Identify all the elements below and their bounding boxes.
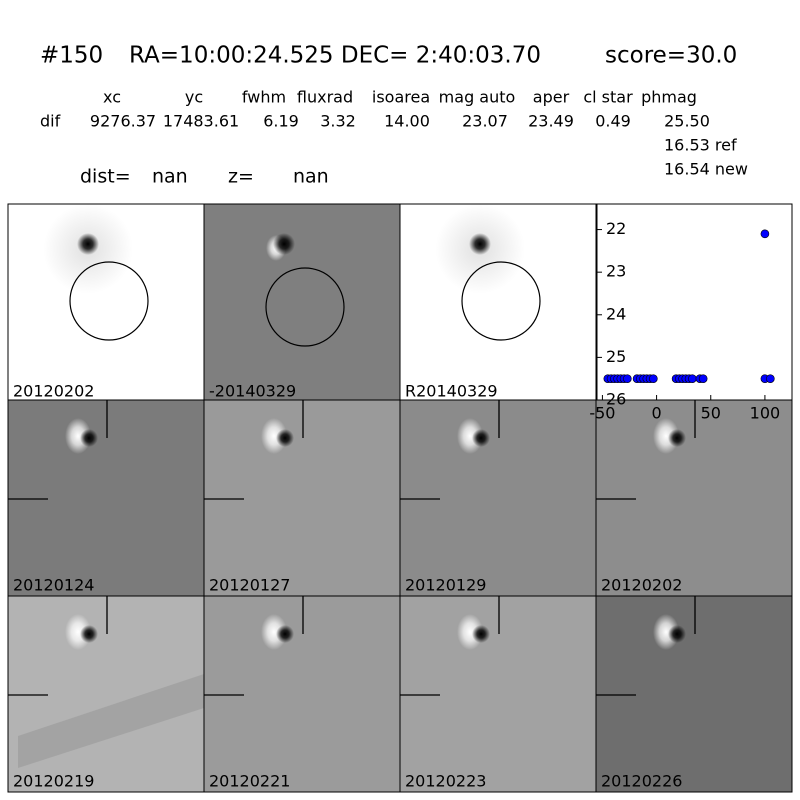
aperture (461, 261, 541, 341)
column-header: yc (185, 88, 203, 107)
y-tick-label: 25 (606, 347, 626, 366)
source (77, 233, 99, 255)
stamp-label: 20120219 (13, 772, 94, 791)
stamp-label: 20120223 (405, 772, 486, 791)
x-tick-label: 0 (651, 404, 661, 423)
y-tick-label: 26 (606, 390, 626, 409)
column-header: isoarea (372, 88, 430, 107)
stamp-label: 20120124 (13, 576, 94, 595)
cell: 6.19 (263, 112, 299, 131)
dist-label: dist= (80, 166, 131, 188)
stamp-image (595, 595, 793, 793)
cell: 23.07 (462, 112, 508, 131)
stamp-label: R20140329 (405, 382, 498, 401)
y-tick-label: 22 (606, 219, 626, 238)
stamp-image (203, 399, 401, 597)
stamp: R20140329 (399, 203, 597, 401)
residual-dark (472, 429, 490, 447)
aperture (69, 261, 149, 341)
stamp-label: 20120127 (209, 576, 290, 595)
coordinates: RA=10:00:24.525 DEC= 2:40:03.70 (129, 43, 541, 69)
source (469, 233, 491, 255)
stamp-label: -20140329 (209, 382, 296, 401)
column-header: cl star (583, 88, 633, 107)
z-value: nan (293, 166, 329, 188)
column-header: phmag (641, 88, 697, 107)
y-tick-label: 23 (606, 262, 626, 281)
residual-dark (668, 625, 686, 643)
cell: 9276.37 (90, 112, 156, 131)
residual-dark (276, 429, 294, 447)
object-id: #150 (40, 43, 103, 69)
residual-dark (276, 625, 294, 643)
column-header: mag auto (439, 88, 516, 107)
residual-dark (80, 429, 98, 447)
stamp-image (595, 399, 793, 597)
column-header: fwhm (242, 88, 286, 107)
stamp: 20120219 (7, 595, 205, 793)
new-mag: 16.54 new (664, 160, 748, 179)
stamp: 20120124 (7, 399, 205, 597)
stamp-image (399, 399, 597, 597)
residual-dark (80, 625, 98, 643)
cell: 0.49 (595, 112, 631, 131)
aperture (265, 267, 345, 347)
point (623, 374, 632, 383)
stamp: 20120127 (203, 399, 401, 597)
stamp: 20120202 (7, 203, 205, 401)
x-tick-label: 50 (701, 404, 721, 423)
stamps: 20120202 -20140329 R20140329 20120124 201201… (7, 203, 793, 793)
cell: 3.32 (320, 112, 356, 131)
light-curve: 22 23 24 25 26-50 0 50 100 (589, 203, 793, 423)
x-tick-label: 100 (750, 404, 781, 423)
stamp: -20140329 (203, 203, 401, 401)
stamp: 20120226 (595, 595, 793, 793)
stamp-label: 20120202 (601, 576, 682, 595)
point (649, 374, 658, 383)
residual-dark (668, 429, 686, 447)
cell: 23.49 (528, 112, 574, 131)
cell: 17483.61 (163, 112, 239, 131)
stamp: 20120202 (595, 399, 793, 597)
point (698, 374, 708, 383)
artifact (18, 674, 204, 768)
stamp: 20120223 (399, 595, 597, 793)
x-tick-label: -50 (589, 404, 615, 423)
residual-dark (472, 625, 490, 643)
ref-mag: 16.53 ref (664, 136, 737, 155)
stamp: 20120221 (203, 595, 401, 793)
stamp-label: 20120226 (601, 772, 682, 791)
point (766, 374, 775, 383)
score: score=30.0 (605, 43, 737, 69)
column-header: fluxrad (297, 88, 353, 107)
stamp-image (203, 203, 401, 401)
point (760, 229, 770, 239)
point (688, 374, 697, 383)
stamp-image (399, 595, 597, 793)
stamp-label: 20120221 (209, 772, 290, 791)
column-header: xc (103, 88, 121, 107)
y-tick-label: 24 (606, 304, 626, 323)
source (273, 233, 295, 255)
column-header: aper (533, 88, 570, 107)
stamp-label: 20120202 (13, 382, 94, 401)
z-label: z= (228, 166, 254, 188)
stamp-image (203, 595, 401, 793)
dist-value: nan (152, 166, 188, 188)
cell: 14.00 (384, 112, 430, 131)
plot-area (596, 203, 793, 401)
stamp-label: 20120129 (405, 576, 486, 595)
stamp: 20120129 (399, 399, 597, 597)
cell: 25.50 (664, 112, 710, 131)
stamp-image (7, 399, 205, 597)
row-label: dif (40, 112, 61, 131)
